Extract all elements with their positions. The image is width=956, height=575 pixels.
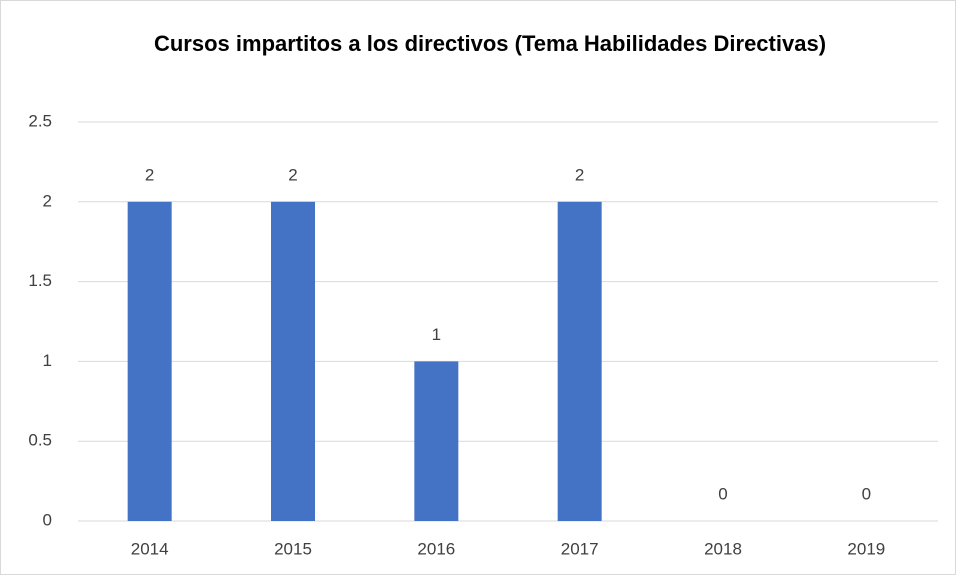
x-tick-label: 2018	[704, 539, 742, 558]
data-label: 0	[862, 484, 871, 503]
x-tick-label: 2017	[561, 539, 599, 558]
x-tick-label: 2019	[847, 539, 885, 558]
data-label: 1	[432, 325, 441, 344]
data-label: 2	[145, 165, 154, 184]
x-tick-label: 2016	[417, 539, 455, 558]
y-tick-label: 2	[43, 191, 52, 210]
data-label: 2	[575, 165, 584, 184]
bar	[271, 201, 315, 522]
bar	[557, 201, 602, 522]
chart-title: Cursos impartitos a los directivos (Tema…	[153, 31, 827, 56]
x-tick-label: 2014	[131, 539, 169, 558]
y-tick-label: 1	[43, 351, 52, 370]
y-tick-label: 0.5	[28, 431, 52, 450]
bar	[414, 361, 459, 521]
data-label: 2	[288, 165, 297, 184]
y-tick-label: 2.5	[28, 111, 52, 130]
data-label: 0	[718, 484, 727, 503]
y-tick-label: 1.5	[28, 271, 52, 290]
y-tick-label: 0	[43, 510, 52, 529]
x-tick-label: 2015	[274, 539, 312, 558]
bar	[127, 201, 172, 522]
